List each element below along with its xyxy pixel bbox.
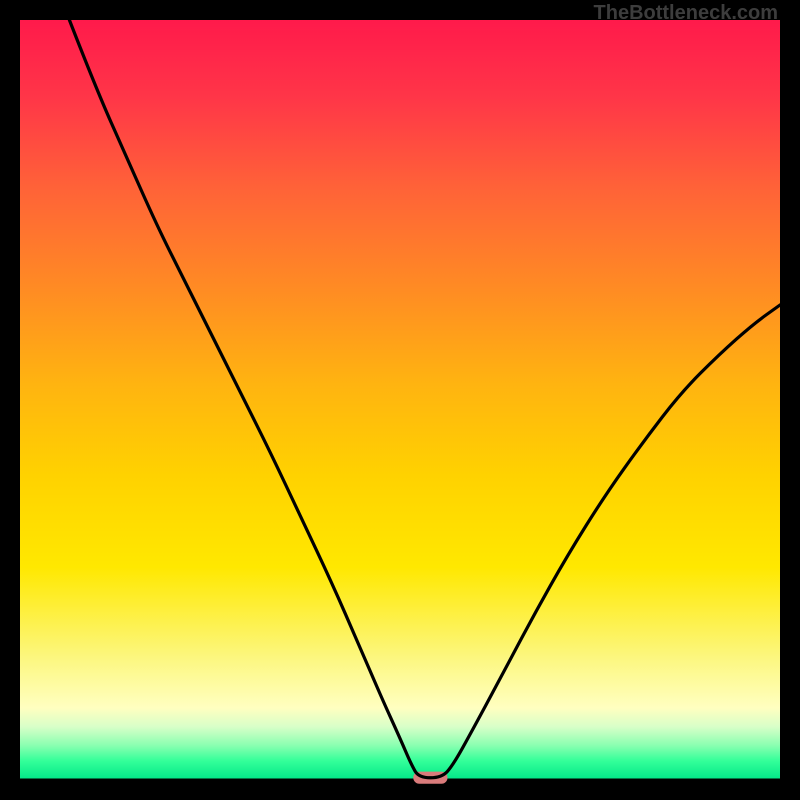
- watermark-text: TheBottleneck.com: [594, 2, 778, 25]
- chart-frame: TheBottleneck.com: [0, 0, 800, 800]
- plot-background: [20, 20, 780, 780]
- bottleneck-chart: [0, 0, 800, 800]
